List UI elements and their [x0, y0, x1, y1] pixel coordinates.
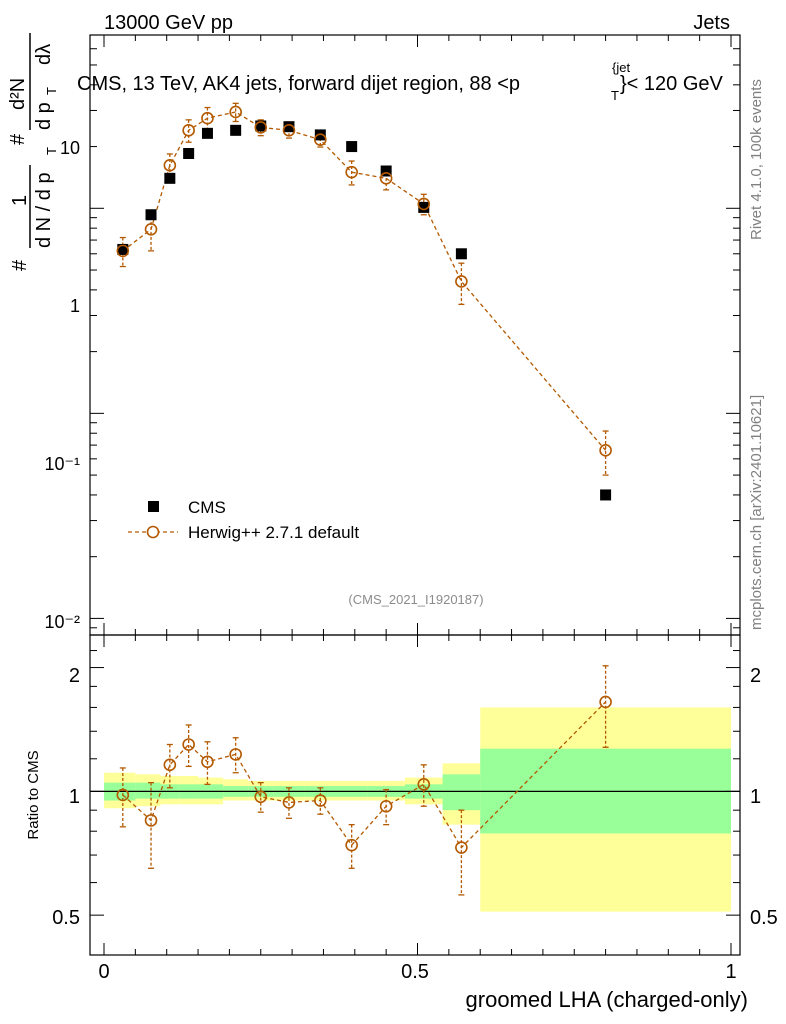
ratio-bands — [90, 707, 740, 912]
analysis-tag: (CMS_2021_I1920187) — [348, 592, 483, 607]
herwig-point — [314, 133, 327, 147]
herwig-point — [599, 444, 612, 457]
y-tick-label-1: 1 — [70, 296, 80, 316]
ratio-axis-ticks — [90, 650, 740, 956]
y-label-hash2: # — [7, 133, 29, 145]
cms-point — [145, 209, 157, 221]
plot-title-main: CMS, 13 TeV, AK4 jets, forward dijet reg… — [77, 73, 520, 95]
cms-point — [183, 148, 195, 160]
cms-point — [455, 248, 467, 260]
cms-point — [600, 489, 612, 501]
legend: CMS Herwig++ 2.7.1 default — [128, 498, 359, 542]
ratio-line — [122, 701, 607, 849]
ratio-data-marks — [116, 665, 612, 896]
ratio-band-green-12 — [442, 774, 481, 811]
ratio-tick-label-0.5-right: 0.5 — [750, 907, 778, 929]
main-y-axis-label: # 1 d N / d p T # d²N d p T dλ — [7, 33, 59, 271]
cms-point — [380, 165, 392, 177]
x-axis-label: groomed LHA (charged-only) — [466, 987, 748, 1012]
cms-point — [117, 243, 129, 255]
herwig-point — [282, 124, 296, 137]
herwig-point — [144, 222, 158, 236]
herwig-point — [229, 105, 242, 119]
y-label-d2N: d²N — [7, 78, 29, 110]
y-label-dlambda: dλ — [33, 44, 55, 65]
ratio-point — [379, 799, 393, 813]
y-tick-label-0.01: 10⁻² — [44, 612, 80, 632]
plot-title-tail: }< 120 GeV — [620, 73, 724, 95]
ratio-tick-label-2-right: 2 — [750, 665, 761, 687]
y-tick-label-10: 10 — [60, 138, 80, 158]
y-label-sub2: T — [44, 87, 59, 95]
main-axis-ticks — [90, 34, 740, 955]
cms-point — [418, 201, 430, 213]
ratio-point — [229, 748, 242, 761]
legend-cms-marker — [148, 501, 159, 512]
rivet-label: Rivet 4.1.0, 100k events — [748, 79, 765, 240]
herwig-point — [201, 111, 214, 125]
plot-title: CMS, 13 TeV, AK4 jets, forward dijet reg… — [77, 73, 520, 95]
ratio-band-green-1 — [135, 782, 161, 799]
ratio-y-axis-label: Ratio to CMS — [25, 750, 42, 839]
legend-herwig-label: Herwig++ 2.7.1 default — [188, 523, 359, 542]
ratio-point — [345, 838, 358, 852]
x-tick-label-0: 0 — [98, 961, 109, 983]
cms-point — [283, 121, 295, 133]
legend-cms-label: CMS — [188, 498, 226, 517]
x-tick-label-0.5: 0.5 — [401, 961, 429, 983]
herwig-point — [345, 165, 358, 179]
y-label-hash1: # — [9, 259, 31, 271]
ratio-point — [417, 778, 431, 791]
ratio-point — [116, 788, 130, 802]
y-tick-label-0.1: 10⁻¹ — [44, 454, 80, 474]
x-tick-label-1: 1 — [725, 961, 736, 983]
ratio-point — [144, 814, 158, 827]
y-label-dpT: d p — [33, 102, 55, 130]
cms-point — [201, 127, 213, 139]
ratio-point — [455, 841, 468, 854]
cms-point — [255, 120, 267, 132]
ratio-plot-frame — [89, 634, 741, 956]
mcplots-label: mcplots.cern.ch [arXiv:2401.10621] — [748, 395, 765, 630]
herwig-point — [455, 275, 468, 288]
plot-title-sup: {jet — [612, 60, 630, 75]
herwig-point — [254, 121, 268, 134]
plot-title-sub: T — [611, 88, 619, 103]
main-data-marks — [116, 102, 612, 501]
y-label-dN-dpT: d N / d p — [33, 172, 55, 248]
cms-point — [164, 172, 176, 184]
y-label-one: 1 — [9, 195, 31, 206]
ratio-point — [314, 794, 327, 807]
ratio-point — [182, 738, 195, 751]
herwig-point — [379, 172, 393, 185]
ratio-tick-label-1: 1 — [69, 786, 80, 808]
herwig-line — [122, 111, 607, 451]
herwig-point — [182, 124, 195, 137]
ratio-tick-label-0.5: 0.5 — [52, 907, 80, 929]
ratio-tick-label-1-right: 1 — [750, 786, 761, 808]
ratio-point — [254, 790, 268, 804]
cms-point — [230, 124, 242, 136]
header-jets: Jets — [693, 12, 730, 34]
y-label-sub1: T — [44, 147, 59, 155]
ratio-point — [282, 796, 296, 809]
ratio-tick-label-2: 2 — [69, 665, 80, 687]
ratio-point — [163, 758, 177, 772]
cms-point — [346, 141, 358, 153]
header-energy: 13000 GeV pp — [104, 12, 233, 34]
herwig-point — [163, 159, 177, 172]
legend-herwig-marker — [146, 525, 160, 539]
ratio-point — [599, 695, 612, 709]
herwig-point — [417, 197, 431, 211]
ratio-point — [201, 755, 214, 769]
herwig-point — [116, 244, 130, 258]
